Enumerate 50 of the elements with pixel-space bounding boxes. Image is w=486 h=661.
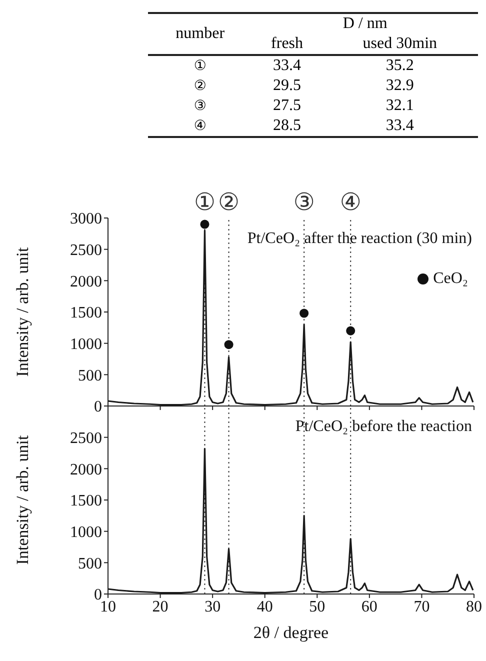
annotation: Pt/CeO₂ before the reaction <box>295 418 472 436</box>
x-tick-label: used 30min <box>362 34 438 54</box>
x-tick-label: 10 <box>100 598 116 616</box>
y-tick-label: ① <box>192 57 208 76</box>
x-tick-label: 70 <box>414 598 430 616</box>
x-tick-label: 50 <box>309 598 326 616</box>
y-tick-label: ④ <box>192 117 208 136</box>
y-tick-label: 2500 <box>70 430 102 448</box>
y-tick-label: 1000 <box>70 336 102 354</box>
data-label: 32.9 <box>322 76 478 96</box>
y-tick-label: 0 <box>94 586 102 604</box>
x-tick-label: 30 <box>204 598 221 616</box>
y-tick-label: 3000 <box>70 210 102 228</box>
y-tick-label: ③ <box>192 97 208 116</box>
x-tick-label: 80 <box>466 598 482 616</box>
data-label: 33.4 <box>252 55 322 76</box>
point <box>300 308 309 318</box>
y-tick-label: 1500 <box>70 492 102 510</box>
ref-line-label: ④ <box>340 188 362 216</box>
data-label: 29.5 <box>252 76 322 96</box>
y-tick-label: 500 <box>78 555 102 572</box>
annotation: Pt/CeO₂ after the reaction (30 min) <box>247 230 472 248</box>
y-axis-title: number <box>174 24 226 44</box>
legend-label: CeO₂ <box>433 270 468 288</box>
y-tick-label: 0 <box>94 398 102 416</box>
y-tick-label: ② <box>192 77 208 96</box>
x-tick-label: 60 <box>361 598 378 616</box>
ref-line-label: ② <box>218 188 240 216</box>
x-tick-label: 20 <box>152 598 168 616</box>
chart-title: D / nm <box>342 14 388 34</box>
x-tick-label: 40 <box>256 598 273 616</box>
data-label: 32.1 <box>322 96 478 116</box>
y-tick-label: 1500 <box>70 304 102 322</box>
y-tick-label: 500 <box>78 367 102 384</box>
y-tick-label: 1000 <box>70 524 102 542</box>
x-tick-label: fresh <box>270 34 304 54</box>
x-axis-title: 2θ / degree <box>253 623 329 642</box>
data-label: 33.4 <box>322 116 478 137</box>
y-axis-title: Intensity / arb. unit <box>13 435 32 565</box>
y-tick-label: 2000 <box>70 461 102 478</box>
point <box>346 326 356 336</box>
data-label: 27.5 <box>252 96 322 116</box>
y-tick-label: 2000 <box>70 273 102 290</box>
data-label: 35.2 <box>322 55 478 76</box>
data-label: 28.5 <box>252 116 322 137</box>
y-axis-title: Intensity / arb. unit <box>13 247 32 377</box>
point <box>224 340 234 350</box>
y-tick-label: 2500 <box>70 242 102 260</box>
ref-line-label: ③ <box>293 188 315 216</box>
point <box>200 220 210 229</box>
